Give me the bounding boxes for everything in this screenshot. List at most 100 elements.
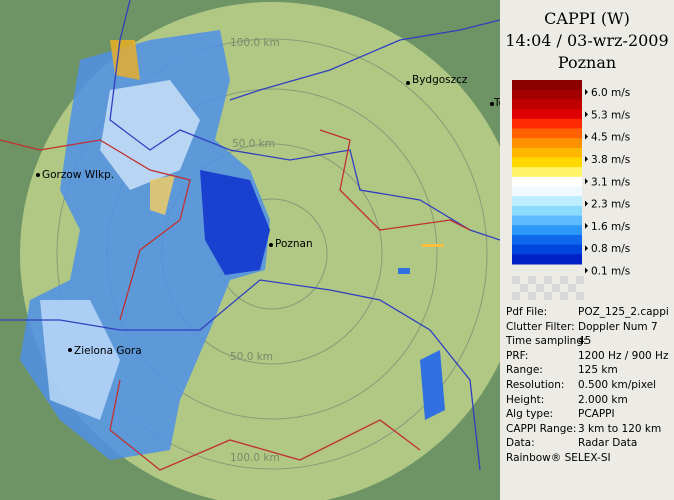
- info-key: PRF:: [506, 349, 529, 362]
- info-value: POZ_125_2.cappi: [578, 306, 669, 318]
- scale-band: [512, 128, 582, 139]
- info-key: Height:: [506, 393, 545, 406]
- scale-band: [512, 196, 582, 207]
- info-row: Data: Radar Data: [506, 436, 669, 451]
- scale-tick: [585, 89, 588, 95]
- city-label: Zielona Gora: [74, 345, 142, 357]
- no-data-cell: [536, 284, 544, 292]
- scale-label: 4.5 m/s: [591, 132, 630, 144]
- scale-label: 6.0 m/s: [591, 87, 630, 99]
- footer: Rainbow® SELEX-SI: [506, 451, 611, 464]
- info-row: Pdf File: POZ_125_2.cappi: [506, 305, 669, 320]
- scale-band: [512, 225, 582, 236]
- scale-band: [512, 109, 582, 120]
- info-row: Resolution: 0.500 km/pixel: [506, 378, 669, 393]
- no-data-cell: [560, 292, 568, 300]
- info-row: PRF: 1200 Hz / 900 Hz: [506, 349, 669, 364]
- scale-label: 5.3 m/s: [591, 109, 630, 121]
- info-value: 3 km to 120 km: [578, 422, 662, 435]
- scale-band: [512, 147, 582, 158]
- scale-band: [512, 244, 582, 255]
- scale-band: [512, 176, 582, 188]
- ring-label: 100.0 km: [230, 452, 280, 464]
- no-data-cell: [512, 276, 520, 284]
- info-key: Data:: [506, 437, 535, 450]
- no-data-cell: [528, 292, 536, 300]
- info-row: CAPPI Range: 3 km to 120 km: [506, 422, 669, 437]
- city-dots: [36, 81, 494, 352]
- city-label: To: [493, 97, 500, 109]
- info-key: Resolution:: [506, 378, 565, 391]
- scale-tick: [585, 111, 588, 118]
- color-scale: 6.0 m/s 5.3 m/s 4.5 m/s 3.8 m/s 3.1 m/s 2.3 m…: [512, 80, 630, 300]
- ring-label: 50.0 km: [232, 138, 275, 150]
- scale-band: [512, 99, 582, 110]
- info-row: Range: 125 km: [506, 363, 669, 378]
- scale-band: [512, 138, 582, 149]
- site: Poznan: [557, 53, 617, 72]
- city-label: Gorzow Wlkp.: [42, 169, 114, 181]
- info-value: 1200 Hz / 900 Hz: [578, 349, 669, 362]
- scale-band: [512, 205, 582, 217]
- scale-band: [512, 167, 582, 178]
- no-data-cell: [552, 284, 560, 292]
- scale-label: 3.8 m/s: [591, 154, 630, 166]
- info-key: Alg type:: [506, 408, 554, 421]
- scale-label: 0.1 m/s: [591, 266, 630, 278]
- scale-tick: [585, 222, 588, 229]
- scale-tick: [585, 245, 588, 252]
- info-row: Height: 2.000 km: [506, 393, 669, 408]
- info-key: Time sampling:: [506, 335, 587, 348]
- info-value: Radar Data: [578, 437, 638, 450]
- no-data-cell: [544, 276, 552, 284]
- no-data-cell: [568, 284, 576, 292]
- city-label: Bydgoszcz: [412, 74, 468, 86]
- scale-label: 3.1 m/s: [591, 176, 630, 188]
- info-value: 0.500 km/pixel: [578, 378, 657, 391]
- city-label: Poznan: [275, 238, 313, 250]
- scale-tick: [585, 133, 588, 140]
- no-data-cell: [520, 284, 528, 292]
- scale-label: 1.6 m/s: [591, 221, 630, 233]
- no-data-cell: [512, 292, 520, 300]
- radar-map: Bydgoszcz Gorzow Wlkp. Poznan Zielona Go…: [0, 0, 500, 500]
- scale-band: [512, 254, 582, 265]
- info-row: Clutter Filter: Doppler Num 7: [506, 320, 669, 335]
- no-data-cell: [576, 292, 584, 300]
- scale-band: [512, 234, 582, 246]
- info-value: Doppler Num 7: [578, 320, 658, 333]
- info-row: Alg type: PCAPPI: [506, 407, 669, 422]
- info-panel: CAPPI (W) 14:04 / 03-wrz-2009 Poznan 6.0…: [500, 0, 674, 500]
- info-key: Clutter Filter:: [506, 320, 575, 333]
- ring-label: 50.0 km: [230, 351, 273, 363]
- scale-band: [512, 215, 582, 226]
- no-data-cell: [528, 276, 536, 284]
- scale-tick: [585, 267, 588, 274]
- info-value: 45: [578, 335, 592, 348]
- info-value: 125 km: [578, 364, 618, 377]
- ring-label: 100.0 km: [230, 37, 280, 49]
- scale-tick: [585, 200, 588, 207]
- scale-label: 0.8 m/s: [591, 243, 630, 255]
- info-row: Time sampling: 45: [506, 334, 669, 349]
- scale-band: [512, 80, 582, 91]
- scale-band: [512, 89, 582, 100]
- scale-band: [512, 186, 582, 197]
- scale-tick: [585, 178, 588, 185]
- no-data-cell: [576, 276, 584, 284]
- ring-labels: 100.0 km 50.0 km 50.0 km 100.0 km: [230, 37, 280, 464]
- info-key: Range:: [506, 364, 543, 377]
- datetime: 14:04 / 03-wrz-2009: [505, 31, 669, 50]
- borders: [0, 0, 500, 471]
- info-value: PCAPPI: [578, 408, 615, 421]
- info-value: 2.000 km: [578, 393, 628, 406]
- title: CAPPI (W): [544, 9, 630, 28]
- info-key: Pdf File:: [506, 306, 548, 318]
- scale-label: 2.3 m/s: [591, 199, 630, 211]
- scale-band: [512, 118, 582, 129]
- echoes: [20, 30, 445, 460]
- no-data-cell: [544, 292, 552, 300]
- info-key: CAPPI Range:: [506, 422, 577, 435]
- info-table: Pdf File: POZ_125_2.cappi Clutter Filter: D…: [506, 305, 669, 466]
